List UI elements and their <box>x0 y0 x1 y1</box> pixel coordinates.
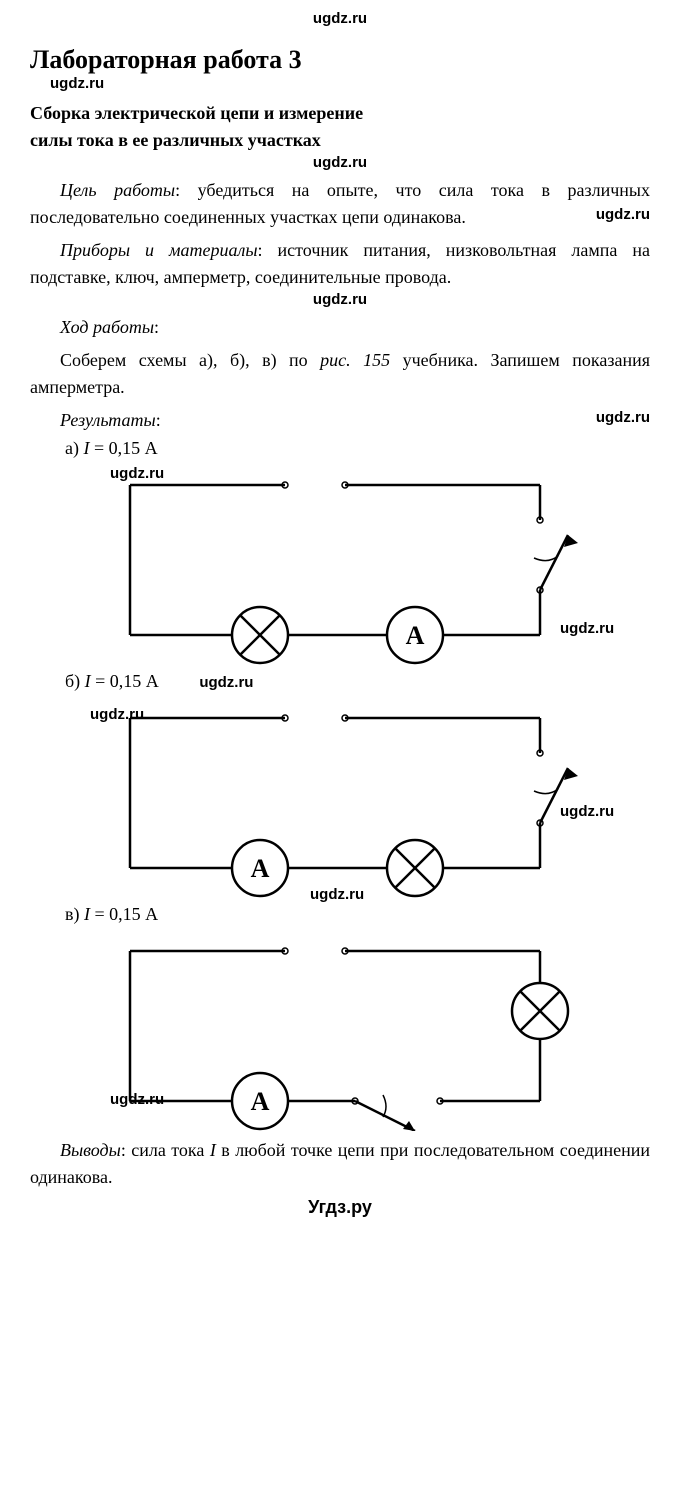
subtitle-line2: силы тока в ее различных участках <box>30 130 321 150</box>
watermark-under-subtitle: ugdz.ru <box>30 154 650 171</box>
watermark-b: ugdz.ru <box>199 674 253 691</box>
goal-label: Цель работы <box>60 180 175 200</box>
result-c-var: I <box>84 904 90 924</box>
result-b-label: б) <box>65 671 85 691</box>
circuit-b: Augdz.ruugdz.ruugdz.ru <box>70 698 630 898</box>
result-a: а) I = 0,15 А <box>65 438 650 459</box>
circuit-a: Augdz.ruugdz.ru <box>70 465 630 665</box>
procedure-text: Соберем схемы а), б), в) по рис. 155 уче… <box>30 347 650 401</box>
materials-label: Приборы и материалы <box>60 240 258 260</box>
procedure-label-line: Ход работы: <box>30 314 650 341</box>
procedure-label: Ход работы <box>60 317 154 337</box>
subtitle-line1: Сборка электрической цепи и измерение <box>30 103 363 123</box>
materials-paragraph: Приборы и материалы: источник питания, н… <box>30 237 650 291</box>
conclusion-text1: : сила тока <box>121 1140 210 1160</box>
svg-text:A: A <box>251 854 270 883</box>
circuit-c: Augdz.ru <box>70 931 630 1131</box>
watermark-goal: ugdz.ru <box>566 204 650 227</box>
svg-text:A: A <box>251 1087 270 1116</box>
header-watermark: ugdz.ru <box>30 10 650 27</box>
conclusion-paragraph: Выводы: сила тока I в любой точке цепи п… <box>30 1137 650 1191</box>
result-c-label: в) <box>65 904 84 924</box>
result-b-var: I <box>85 671 91 691</box>
result-b: б) I = 0,15 А ugdz.ru <box>65 671 650 692</box>
procedure-fig: рис. 155 <box>320 350 390 370</box>
goal-paragraph: Цель работы: убедиться на опыте, что сил… <box>30 177 650 231</box>
procedure-text1: Соберем схемы а), б), в) по <box>60 350 320 370</box>
page-title: Лабораторная работа 3 <box>30 45 650 75</box>
results-label: Результаты <box>60 410 156 430</box>
subtitle: Сборка электрической цепи и измерение си… <box>30 100 650 154</box>
conclusion-label: Выводы <box>60 1140 121 1160</box>
watermark-under-title: ugdz.ru <box>50 75 650 92</box>
footer: Угдз.ру <box>30 1197 650 1218</box>
watermark-materials: ugdz.ru <box>30 291 650 308</box>
result-a-label: а) <box>65 438 83 458</box>
result-a-var: I <box>83 438 89 458</box>
results-label-line: Результаты: ugdz.ru <box>30 407 650 434</box>
result-c: в) I = 0,15 А <box>65 904 650 925</box>
svg-text:A: A <box>406 621 425 650</box>
watermark-results: ugdz.ru <box>566 407 650 430</box>
